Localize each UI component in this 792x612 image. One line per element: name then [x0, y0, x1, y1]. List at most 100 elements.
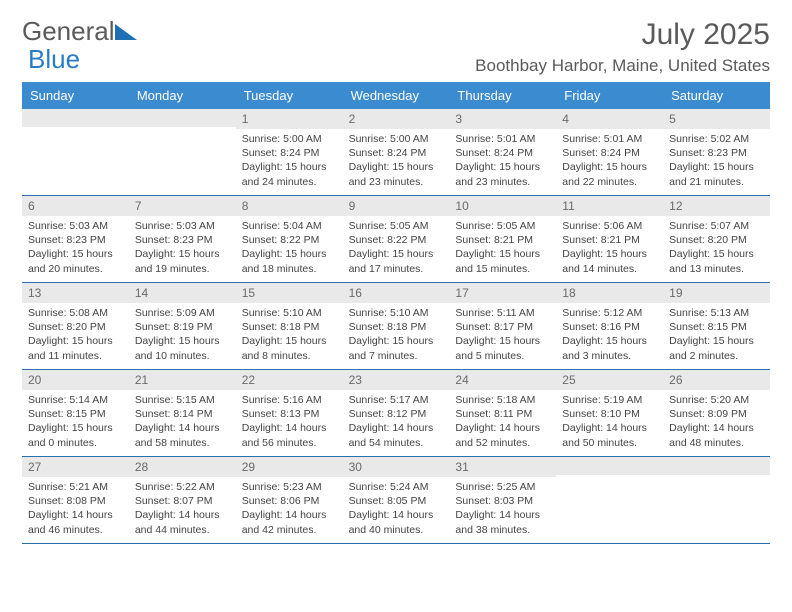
calendar-day-cell: 14Sunrise: 5:09 AMSunset: 8:19 PMDayligh…	[129, 283, 236, 369]
calendar-day-cell	[129, 109, 236, 195]
weekday-header: Monday	[129, 82, 236, 109]
calendar-day-cell: 26Sunrise: 5:20 AMSunset: 8:09 PMDayligh…	[663, 370, 770, 456]
day-content: Sunrise: 5:15 AMSunset: 8:14 PMDaylight:…	[129, 390, 236, 455]
day-number: 11	[556, 196, 663, 216]
calendar-day-cell: 28Sunrise: 5:22 AMSunset: 8:07 PMDayligh…	[129, 457, 236, 543]
day-number: 17	[449, 283, 556, 303]
calendar-week-row: 1Sunrise: 5:00 AMSunset: 8:24 PMDaylight…	[22, 109, 770, 196]
weekday-header: Friday	[556, 82, 663, 109]
calendar-day-cell	[556, 457, 663, 543]
calendar-day-cell: 17Sunrise: 5:11 AMSunset: 8:17 PMDayligh…	[449, 283, 556, 369]
day-number: 25	[556, 370, 663, 390]
day-number	[22, 109, 129, 127]
weeks-container: 1Sunrise: 5:00 AMSunset: 8:24 PMDaylight…	[22, 109, 770, 544]
day-number: 24	[449, 370, 556, 390]
day-number: 23	[343, 370, 450, 390]
calendar-day-cell	[663, 457, 770, 543]
day-number: 1	[236, 109, 343, 129]
calendar-day-cell: 22Sunrise: 5:16 AMSunset: 8:13 PMDayligh…	[236, 370, 343, 456]
location-subtitle: Boothbay Harbor, Maine, United States	[475, 56, 770, 76]
day-content: Sunrise: 5:20 AMSunset: 8:09 PMDaylight:…	[663, 390, 770, 455]
calendar-table: Sunday Monday Tuesday Wednesday Thursday…	[22, 82, 770, 544]
calendar-day-cell: 24Sunrise: 5:18 AMSunset: 8:11 PMDayligh…	[449, 370, 556, 456]
day-number: 15	[236, 283, 343, 303]
calendar-day-cell: 7Sunrise: 5:03 AMSunset: 8:23 PMDaylight…	[129, 196, 236, 282]
day-content: Sunrise: 5:19 AMSunset: 8:10 PMDaylight:…	[556, 390, 663, 455]
calendar-day-cell: 18Sunrise: 5:12 AMSunset: 8:16 PMDayligh…	[556, 283, 663, 369]
weekday-header: Saturday	[663, 82, 770, 109]
day-number: 12	[663, 196, 770, 216]
day-content: Sunrise: 5:04 AMSunset: 8:22 PMDaylight:…	[236, 216, 343, 281]
day-content: Sunrise: 5:12 AMSunset: 8:16 PMDaylight:…	[556, 303, 663, 368]
day-content: Sunrise: 5:18 AMSunset: 8:11 PMDaylight:…	[449, 390, 556, 455]
weekday-header: Sunday	[22, 82, 129, 109]
calendar-day-cell: 12Sunrise: 5:07 AMSunset: 8:20 PMDayligh…	[663, 196, 770, 282]
day-number	[663, 457, 770, 475]
day-number: 5	[663, 109, 770, 129]
calendar-day-cell: 1Sunrise: 5:00 AMSunset: 8:24 PMDaylight…	[236, 109, 343, 195]
calendar-day-cell: 6Sunrise: 5:03 AMSunset: 8:23 PMDaylight…	[22, 196, 129, 282]
day-content	[129, 127, 236, 135]
day-number: 16	[343, 283, 450, 303]
day-content: Sunrise: 5:08 AMSunset: 8:20 PMDaylight:…	[22, 303, 129, 368]
calendar-day-cell: 9Sunrise: 5:05 AMSunset: 8:22 PMDaylight…	[343, 196, 450, 282]
month-title: July 2025	[475, 18, 770, 52]
day-number: 29	[236, 457, 343, 477]
calendar-day-cell: 29Sunrise: 5:23 AMSunset: 8:06 PMDayligh…	[236, 457, 343, 543]
day-content: Sunrise: 5:01 AMSunset: 8:24 PMDaylight:…	[449, 129, 556, 194]
day-number: 20	[22, 370, 129, 390]
day-content: Sunrise: 5:05 AMSunset: 8:21 PMDaylight:…	[449, 216, 556, 281]
day-number: 22	[236, 370, 343, 390]
day-number: 31	[449, 457, 556, 477]
day-content: Sunrise: 5:07 AMSunset: 8:20 PMDaylight:…	[663, 216, 770, 281]
day-content	[663, 475, 770, 483]
brand-part2: Blue	[28, 44, 80, 75]
calendar-day-cell: 21Sunrise: 5:15 AMSunset: 8:14 PMDayligh…	[129, 370, 236, 456]
day-number: 18	[556, 283, 663, 303]
day-number	[556, 457, 663, 475]
calendar-week-row: 27Sunrise: 5:21 AMSunset: 8:08 PMDayligh…	[22, 457, 770, 544]
day-content	[556, 475, 663, 483]
title-block: July 2025 Boothbay Harbor, Maine, United…	[475, 18, 770, 76]
day-number: 2	[343, 109, 450, 129]
weekday-header: Thursday	[449, 82, 556, 109]
day-number: 9	[343, 196, 450, 216]
day-content: Sunrise: 5:21 AMSunset: 8:08 PMDaylight:…	[22, 477, 129, 542]
day-content: Sunrise: 5:00 AMSunset: 8:24 PMDaylight:…	[236, 129, 343, 194]
calendar-day-cell: 20Sunrise: 5:14 AMSunset: 8:15 PMDayligh…	[22, 370, 129, 456]
header: General July 2025 Boothbay Harbor, Maine…	[22, 18, 770, 76]
calendar-day-cell: 3Sunrise: 5:01 AMSunset: 8:24 PMDaylight…	[449, 109, 556, 195]
day-content: Sunrise: 5:14 AMSunset: 8:15 PMDaylight:…	[22, 390, 129, 455]
day-content: Sunrise: 5:02 AMSunset: 8:23 PMDaylight:…	[663, 129, 770, 194]
calendar-day-cell	[22, 109, 129, 195]
calendar-day-cell: 5Sunrise: 5:02 AMSunset: 8:23 PMDaylight…	[663, 109, 770, 195]
day-number: 14	[129, 283, 236, 303]
day-number: 28	[129, 457, 236, 477]
day-content: Sunrise: 5:24 AMSunset: 8:05 PMDaylight:…	[343, 477, 450, 542]
day-content: Sunrise: 5:23 AMSunset: 8:06 PMDaylight:…	[236, 477, 343, 542]
day-content: Sunrise: 5:06 AMSunset: 8:21 PMDaylight:…	[556, 216, 663, 281]
day-content: Sunrise: 5:11 AMSunset: 8:17 PMDaylight:…	[449, 303, 556, 368]
calendar-day-cell: 4Sunrise: 5:01 AMSunset: 8:24 PMDaylight…	[556, 109, 663, 195]
day-content: Sunrise: 5:00 AMSunset: 8:24 PMDaylight:…	[343, 129, 450, 194]
day-number: 3	[449, 109, 556, 129]
calendar-day-cell: 15Sunrise: 5:10 AMSunset: 8:18 PMDayligh…	[236, 283, 343, 369]
day-number: 21	[129, 370, 236, 390]
day-number: 27	[22, 457, 129, 477]
brand-part1: General	[22, 18, 115, 44]
calendar-day-cell: 19Sunrise: 5:13 AMSunset: 8:15 PMDayligh…	[663, 283, 770, 369]
calendar-day-cell: 31Sunrise: 5:25 AMSunset: 8:03 PMDayligh…	[449, 457, 556, 543]
day-content: Sunrise: 5:25 AMSunset: 8:03 PMDaylight:…	[449, 477, 556, 542]
day-content: Sunrise: 5:10 AMSunset: 8:18 PMDaylight:…	[236, 303, 343, 368]
calendar-day-cell: 13Sunrise: 5:08 AMSunset: 8:20 PMDayligh…	[22, 283, 129, 369]
day-content: Sunrise: 5:17 AMSunset: 8:12 PMDaylight:…	[343, 390, 450, 455]
weekday-header-row: Sunday Monday Tuesday Wednesday Thursday…	[22, 82, 770, 109]
calendar-day-cell: 10Sunrise: 5:05 AMSunset: 8:21 PMDayligh…	[449, 196, 556, 282]
day-content: Sunrise: 5:10 AMSunset: 8:18 PMDaylight:…	[343, 303, 450, 368]
calendar-day-cell: 30Sunrise: 5:24 AMSunset: 8:05 PMDayligh…	[343, 457, 450, 543]
calendar-week-row: 13Sunrise: 5:08 AMSunset: 8:20 PMDayligh…	[22, 283, 770, 370]
weekday-header: Wednesday	[343, 82, 450, 109]
day-number: 6	[22, 196, 129, 216]
day-number: 13	[22, 283, 129, 303]
day-number: 7	[129, 196, 236, 216]
